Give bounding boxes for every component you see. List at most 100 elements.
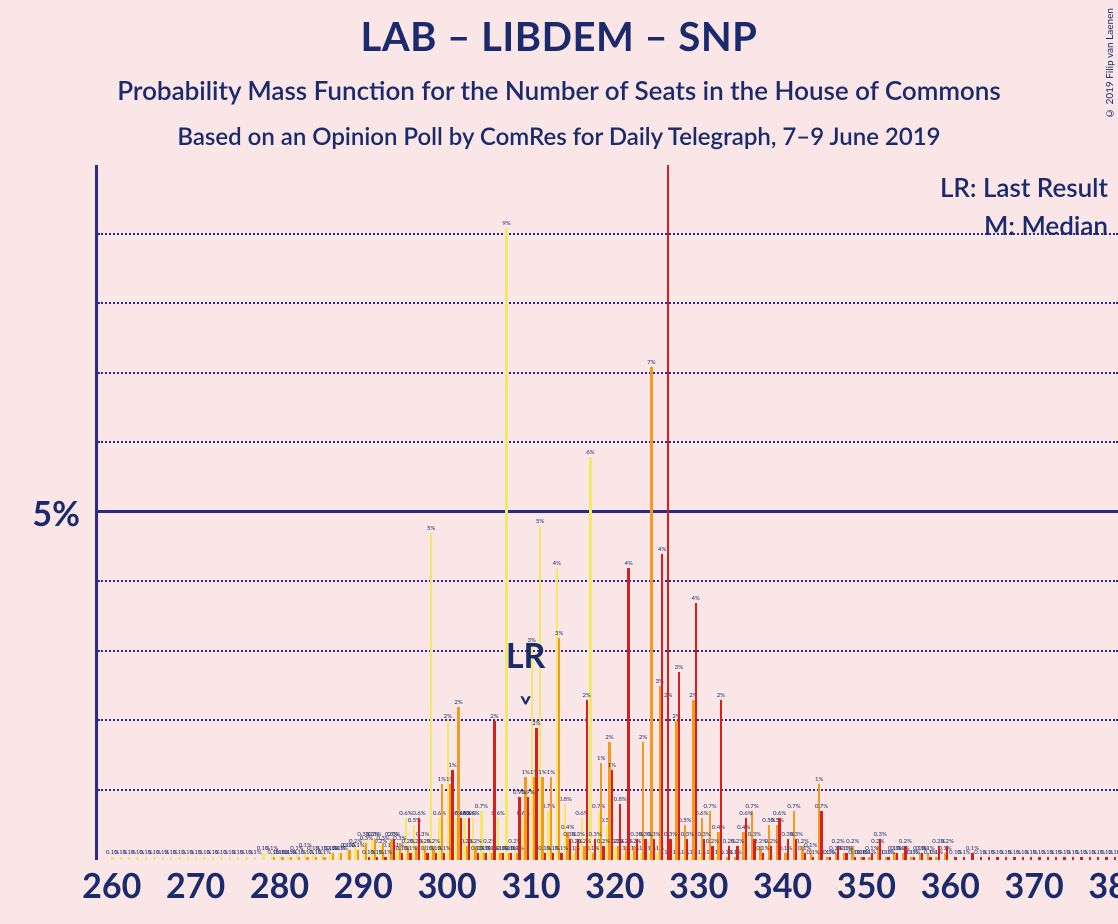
bar-yellow	[203, 857, 205, 860]
bar-value-label: 0.2%	[578, 838, 591, 845]
bar-yellow	[162, 857, 164, 860]
bar-value-label: 5%	[427, 525, 435, 532]
median-line	[667, 165, 669, 860]
bar-yellow	[170, 857, 172, 860]
bar-red	[569, 839, 571, 860]
bar-orange	[340, 853, 342, 860]
bar-yellow	[111, 857, 113, 860]
bar-orange	[273, 857, 275, 860]
bar-red	[720, 700, 722, 860]
bar-yellow	[153, 857, 155, 860]
bar-value-label: 9%	[502, 220, 510, 227]
chart-source-note: Based on an Opinion Poll by ComRes for D…	[0, 122, 1118, 151]
bar-red	[770, 846, 772, 860]
bar-value-label: 0.4%	[712, 824, 725, 831]
bar-value-label: 0.9%	[521, 789, 534, 796]
lr-tick-icon: ˅	[519, 689, 532, 721]
bar-orange	[348, 850, 350, 860]
bar-value-label: 2%	[444, 713, 452, 720]
bar-yellow	[128, 857, 130, 860]
bar-value-label: 0.1%	[807, 849, 820, 856]
bar-value-label: 0.7%	[745, 803, 758, 810]
bar-yellow	[187, 857, 189, 860]
bar-value-label: 0.8%	[614, 796, 627, 803]
bar-red	[527, 797, 529, 860]
bar-red	[896, 853, 898, 860]
bar-value-label: 3%	[675, 664, 683, 671]
bar-red	[619, 804, 621, 860]
bar-value-label: 0.2%	[628, 838, 641, 845]
bar-value-label: 2%	[532, 720, 540, 727]
bar-value-label: 0.6%	[399, 810, 412, 817]
bar-value-label: 0.1%	[924, 849, 937, 856]
bar-red	[1114, 857, 1116, 860]
bar-red	[954, 857, 956, 860]
bar-red	[468, 818, 470, 860]
bar-value-label: 1%	[448, 762, 456, 769]
bar-value-label: 0.2%	[846, 838, 859, 845]
bar-value-label: 0.1%	[865, 845, 878, 852]
bar-red	[518, 797, 520, 860]
bar-red	[711, 846, 713, 860]
bar-red	[938, 846, 940, 860]
bar-red	[460, 818, 462, 860]
bar-value-label: 0.7%	[592, 803, 605, 810]
bar-red	[1072, 857, 1074, 860]
bar-red	[602, 846, 604, 860]
bar-red	[787, 839, 789, 860]
chart-title: LAB – LIBDEM – SNP	[0, 12, 1118, 60]
bar-value-label: 0.7%	[704, 803, 717, 810]
x-tick-label: 270	[166, 865, 225, 906]
bar-red	[1030, 857, 1032, 860]
bars-container: 0.1%0.1%0.1%0.1%0.1%0.1%0.1%0.1%0.1%0.1%…	[98, 165, 1118, 860]
bar-value-label: 0.3%	[748, 831, 761, 838]
bar-yellow	[237, 857, 239, 860]
bar-red	[535, 728, 537, 860]
bar-red	[477, 853, 479, 860]
x-tick-label: 330	[669, 865, 728, 906]
bar-red	[577, 839, 579, 860]
bar-value-label: 0.5%	[678, 817, 691, 824]
bar-yellow	[145, 857, 147, 860]
x-tick-label: 310	[501, 865, 560, 906]
bar-value-label: 0.3%	[387, 831, 400, 838]
bar-red	[1038, 857, 1040, 860]
bar-value-label: 0.1%	[890, 845, 903, 852]
bar-red	[929, 857, 931, 860]
x-tick-label: 380	[1088, 865, 1118, 906]
bar-value-label: 1%	[815, 776, 823, 783]
x-tick-label: 260	[82, 865, 141, 906]
bar-value-label: 2%	[583, 692, 591, 699]
bar-value-label: 0.3%	[572, 831, 585, 838]
bar-value-label: 0.3%	[874, 831, 887, 838]
x-tick-label: 360	[921, 865, 980, 906]
bar-red	[1055, 857, 1057, 860]
bar-yellow	[195, 857, 197, 860]
x-tick-label: 290	[334, 865, 393, 906]
bar-value-label: 2%	[639, 734, 647, 741]
bar-red	[778, 818, 780, 860]
x-tick-label: 280	[250, 865, 309, 906]
bar-red	[636, 839, 638, 860]
bar-value-label: 0.6%	[463, 810, 476, 817]
bar-orange	[357, 850, 359, 860]
bar-red	[1063, 857, 1065, 860]
bar-red	[829, 857, 831, 860]
bar-red	[695, 603, 697, 860]
bar-value-label: 0.3%	[790, 831, 803, 838]
bar-red	[812, 857, 814, 860]
bar-red	[426, 853, 428, 860]
bar-value-label: 1%	[438, 776, 446, 783]
bar-value-label: 0.2%	[871, 838, 884, 845]
bar-value-label: 0.3%	[588, 831, 601, 838]
bar-value-label: 0.6%	[773, 810, 786, 817]
bar-value-label: 0.1%	[756, 845, 769, 852]
x-tick-label: 350	[837, 865, 896, 906]
bar-value-label: 0.1%	[779, 845, 792, 852]
bar-value-label: 1%	[547, 769, 555, 776]
bar-value-label: 4%	[553, 560, 561, 567]
bar-value-label: 0.6%	[412, 810, 425, 817]
bar-red	[871, 853, 873, 860]
bar-value-label: 6%	[586, 449, 594, 456]
bar-red	[502, 853, 504, 860]
